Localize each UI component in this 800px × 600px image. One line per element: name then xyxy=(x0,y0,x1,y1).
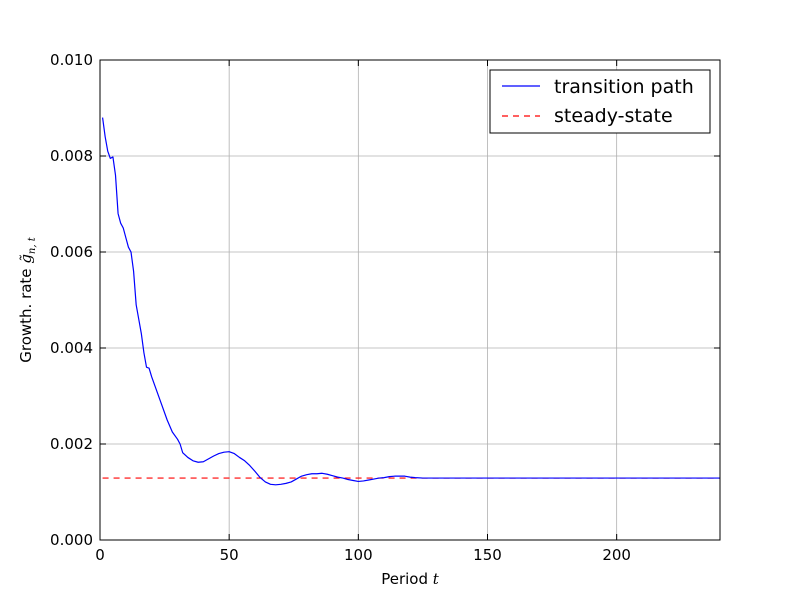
axes-frame xyxy=(99,59,721,541)
legend-box xyxy=(489,69,711,134)
legend-label-transition-path: transition path xyxy=(554,76,694,98)
y-tick-label: 0.008 xyxy=(50,147,93,165)
x-tick-label: 0 xyxy=(95,546,105,564)
x-tick-label: 100 xyxy=(344,546,373,564)
y-axis-label: Growth. rate g̃n, t xyxy=(17,236,38,363)
y-tick-label: 0.004 xyxy=(50,339,93,357)
y-tick-label: 0.006 xyxy=(50,243,93,261)
x-tick-label: 200 xyxy=(602,546,631,564)
y-tick-label: 0.010 xyxy=(50,51,93,69)
series-layer xyxy=(101,117,720,486)
legend: transition path steady-state xyxy=(489,69,711,134)
axis-ticks: 0 50 100 150 200 0.000 0.002 0.004 0.006 0.008 0.0… xyxy=(50,51,720,564)
x-axis-label: Period t xyxy=(381,570,440,588)
y-tick-label: 0.000 xyxy=(50,531,93,549)
legend-label-steady-state: steady-state xyxy=(554,105,673,127)
series-line-transition-path xyxy=(101,117,720,486)
y-tick-label: 0.002 xyxy=(50,435,93,453)
x-tick-label: 50 xyxy=(220,546,239,564)
x-tick-label: 150 xyxy=(473,546,502,564)
